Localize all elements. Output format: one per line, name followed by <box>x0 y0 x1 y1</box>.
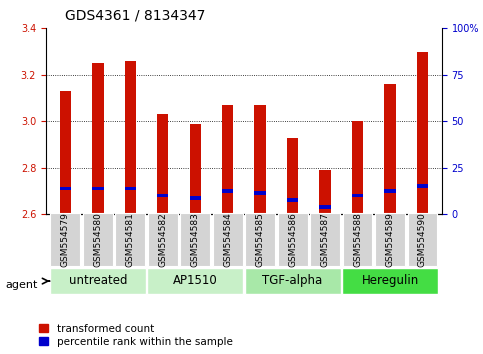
Text: GSM554588: GSM554588 <box>353 212 362 267</box>
Bar <box>255 192 266 195</box>
Text: TGF-alpha: TGF-alpha <box>262 274 323 287</box>
Bar <box>125 187 136 190</box>
Bar <box>213 213 242 266</box>
Bar <box>83 213 113 266</box>
Legend: transformed count, percentile rank within the sample: transformed count, percentile rank withi… <box>39 324 233 347</box>
Text: GSM554585: GSM554585 <box>256 212 265 267</box>
Bar <box>222 189 233 193</box>
Bar <box>157 194 169 198</box>
Bar <box>60 187 71 190</box>
Bar <box>408 213 438 266</box>
Bar <box>92 187 103 190</box>
Bar <box>342 268 438 295</box>
Bar <box>92 63 103 214</box>
Bar <box>352 194 363 198</box>
Bar <box>384 84 396 214</box>
Text: GSM554579: GSM554579 <box>61 212 70 267</box>
Text: GSM554583: GSM554583 <box>191 212 199 267</box>
Text: GSM554590: GSM554590 <box>418 212 427 267</box>
Bar <box>319 205 331 209</box>
Bar <box>255 105 266 214</box>
Bar <box>342 213 372 266</box>
Bar <box>125 61 136 214</box>
Bar <box>50 268 146 295</box>
Bar <box>148 213 178 266</box>
Bar <box>244 268 341 295</box>
Text: GSM554584: GSM554584 <box>223 212 232 267</box>
Text: GSM554589: GSM554589 <box>385 212 395 267</box>
Text: untreated: untreated <box>69 274 127 287</box>
Text: GSM554581: GSM554581 <box>126 212 135 267</box>
Text: GSM554586: GSM554586 <box>288 212 297 267</box>
Bar <box>384 189 396 193</box>
Bar <box>287 198 298 202</box>
Bar <box>180 213 210 266</box>
Bar <box>375 213 405 266</box>
Text: GSM554580: GSM554580 <box>93 212 102 267</box>
Text: Heregulin: Heregulin <box>361 274 419 287</box>
Text: AP1510: AP1510 <box>173 274 218 287</box>
Bar <box>352 121 363 214</box>
Bar <box>278 213 308 266</box>
Text: GDS4361 / 8134347: GDS4361 / 8134347 <box>65 9 205 23</box>
Bar <box>319 170 331 214</box>
Bar <box>245 213 275 266</box>
Bar <box>189 124 201 214</box>
Text: GSM554582: GSM554582 <box>158 212 167 267</box>
Bar <box>115 213 145 266</box>
Bar <box>189 196 201 200</box>
Text: agent: agent <box>6 280 38 290</box>
Bar <box>417 52 428 214</box>
Bar <box>50 213 80 266</box>
Bar <box>147 268 243 295</box>
Bar <box>287 137 298 214</box>
Text: GSM554587: GSM554587 <box>321 212 329 267</box>
Bar <box>417 184 428 188</box>
Bar <box>60 91 71 214</box>
Bar <box>157 114 169 214</box>
Bar <box>222 105 233 214</box>
Bar <box>310 213 340 266</box>
